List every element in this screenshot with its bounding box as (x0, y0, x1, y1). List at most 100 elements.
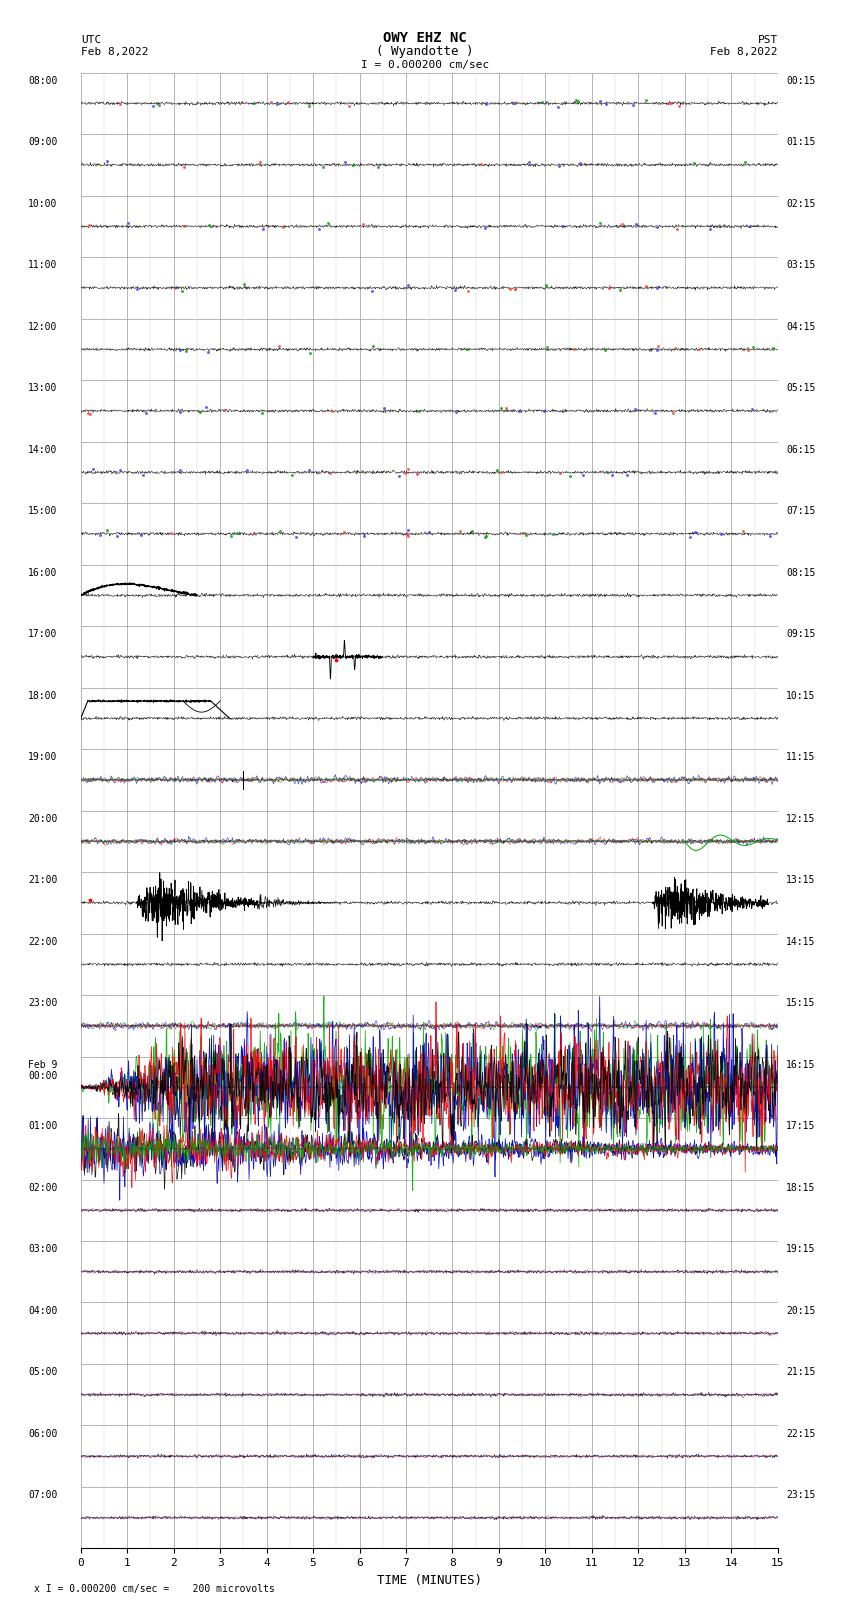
Point (599, 90, 613, 116)
Text: OWY EHZ NC: OWY EHZ NC (383, 31, 467, 45)
Point (703, 216, 717, 242)
Point (688, 150, 701, 176)
Text: 21:00: 21:00 (28, 876, 58, 886)
Point (256, 216, 269, 242)
Point (605, 461, 619, 487)
Point (546, 521, 559, 547)
Point (551, 94, 564, 119)
Point (692, 336, 706, 361)
Point (513, 398, 526, 424)
Point (570, 87, 583, 113)
Text: 03:15: 03:15 (786, 260, 815, 269)
Text: 18:15: 18:15 (786, 1182, 815, 1192)
Point (552, 153, 565, 179)
Point (100, 518, 114, 544)
Text: I = 0.000200 cm/sec: I = 0.000200 cm/sec (361, 60, 489, 71)
Point (593, 211, 607, 237)
Point (638, 87, 652, 113)
Text: 03:00: 03:00 (28, 1244, 58, 1253)
Point (401, 518, 415, 544)
Point (342, 94, 355, 119)
Point (479, 524, 492, 550)
Point (666, 400, 680, 426)
Point (202, 211, 216, 237)
Point (411, 461, 424, 487)
Point (247, 519, 261, 545)
Point (615, 211, 628, 237)
Point (273, 518, 286, 544)
Point (173, 456, 187, 482)
Point (323, 460, 337, 486)
Point (461, 337, 474, 363)
Text: 01:00: 01:00 (28, 1121, 58, 1131)
Point (522, 148, 536, 174)
Point (178, 213, 191, 239)
Point (87, 456, 100, 482)
Point (479, 524, 493, 550)
Text: 06:00: 06:00 (28, 1429, 58, 1439)
Point (365, 460, 378, 486)
Point (82, 213, 96, 239)
Text: 21:15: 21:15 (786, 1368, 815, 1378)
Point (285, 463, 298, 489)
Point (173, 337, 186, 363)
Point (465, 519, 479, 545)
Point (371, 153, 384, 179)
Point (449, 398, 462, 424)
Point (193, 398, 207, 424)
Point (683, 524, 697, 550)
Point (201, 339, 215, 365)
Point (400, 521, 414, 547)
Point (179, 339, 193, 365)
Text: 20:00: 20:00 (28, 813, 58, 824)
Point (571, 87, 585, 113)
Point (398, 460, 411, 486)
Point (502, 276, 516, 302)
Point (630, 211, 643, 237)
Point (224, 523, 238, 548)
Point (178, 155, 191, 181)
Point (490, 456, 503, 482)
Point (349, 460, 363, 486)
Text: 02:00: 02:00 (28, 1182, 58, 1192)
Point (516, 519, 530, 545)
Text: 14:00: 14:00 (28, 445, 58, 455)
Point (479, 92, 493, 118)
Text: 15:00: 15:00 (28, 506, 58, 516)
Point (256, 400, 269, 426)
Point (153, 92, 167, 118)
Point (620, 463, 633, 489)
Text: 17:00: 17:00 (28, 629, 58, 639)
Point (603, 274, 616, 300)
Text: Feb 8,2022: Feb 8,2022 (81, 47, 148, 58)
Text: 23:00: 23:00 (28, 998, 58, 1008)
Point (601, 460, 615, 486)
X-axis label: TIME (MINUTES): TIME (MINUTES) (377, 1574, 482, 1587)
Point (507, 276, 521, 302)
Point (598, 337, 612, 363)
Text: 22:15: 22:15 (786, 1429, 815, 1439)
Text: 00:15: 00:15 (786, 76, 815, 85)
Text: 08:15: 08:15 (786, 568, 815, 577)
Point (401, 456, 415, 482)
Point (626, 92, 640, 118)
Point (169, 274, 183, 300)
Point (320, 210, 334, 235)
Point (454, 518, 468, 544)
Text: 12:15: 12:15 (786, 813, 815, 824)
Point (392, 463, 405, 489)
Point (688, 519, 701, 545)
Point (651, 334, 665, 360)
Point (479, 215, 492, 240)
Text: 18:00: 18:00 (28, 690, 58, 700)
Point (146, 94, 160, 119)
Point (474, 152, 488, 177)
Text: Feb 9
00:00: Feb 9 00:00 (28, 1060, 58, 1081)
Text: 01:15: 01:15 (786, 137, 815, 147)
Point (412, 398, 426, 424)
Text: 17:15: 17:15 (786, 1121, 815, 1131)
Text: 19:00: 19:00 (28, 752, 58, 761)
Point (665, 90, 678, 116)
Point (540, 273, 553, 298)
Point (365, 277, 378, 303)
